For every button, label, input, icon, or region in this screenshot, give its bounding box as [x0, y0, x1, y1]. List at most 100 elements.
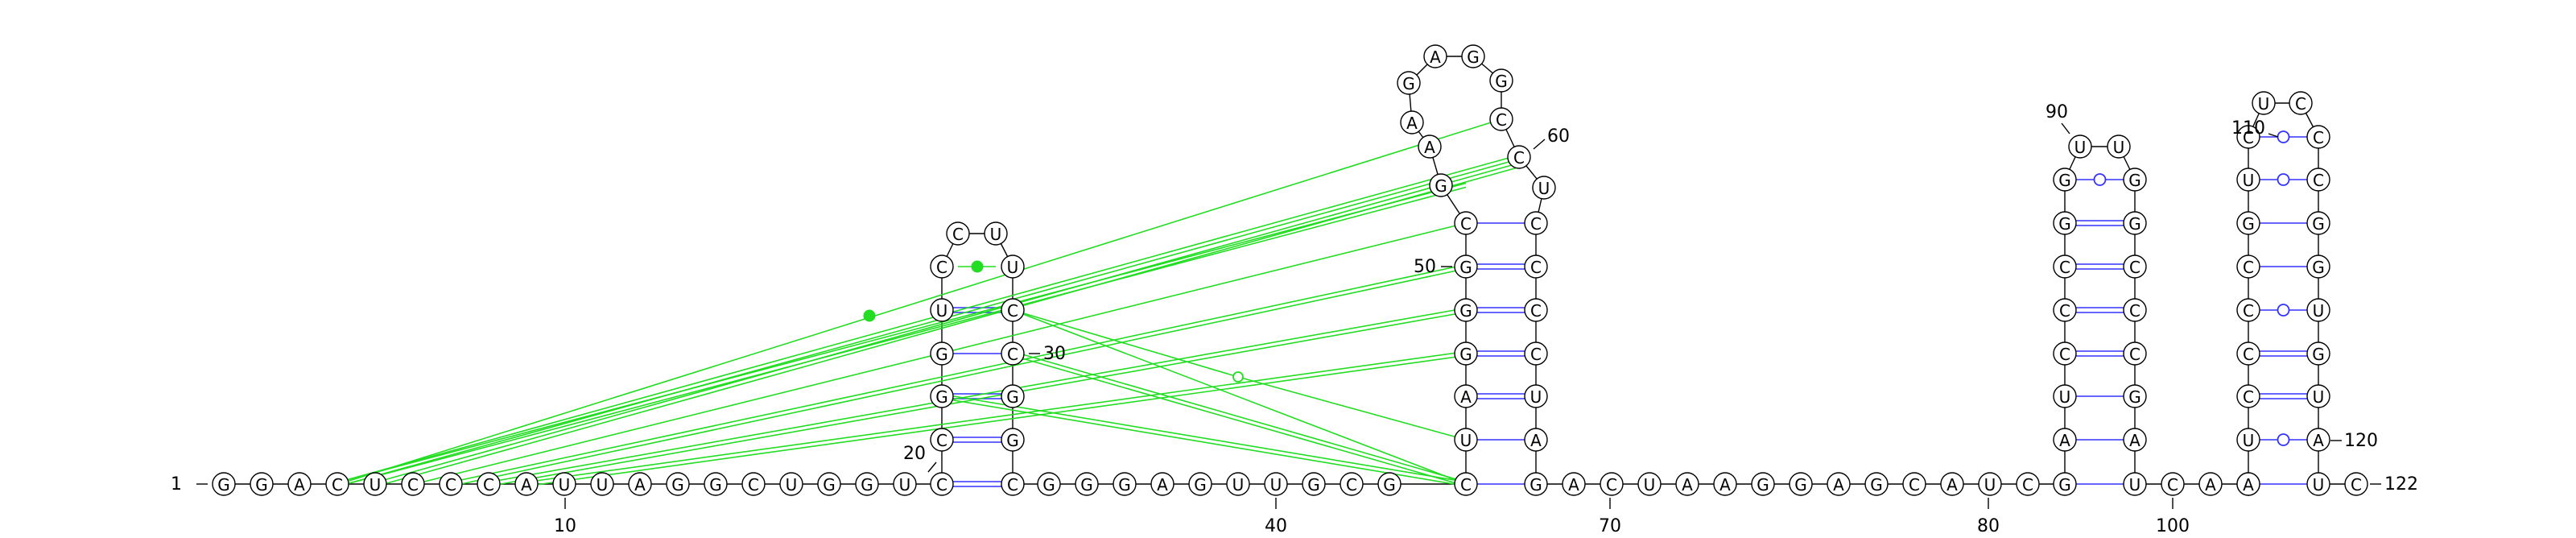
- svg-text:G: G: [1402, 74, 1415, 93]
- nucleotide-u: U: [1264, 472, 1288, 496]
- nucleotide-c: C: [2236, 125, 2260, 149]
- svg-text:C: C: [332, 475, 343, 495]
- tertiary-interaction-line: [941, 397, 1467, 487]
- svg-text:G: G: [217, 475, 230, 495]
- svg-text:C: C: [1007, 475, 1018, 495]
- nucleotide-a: A: [2053, 428, 2077, 452]
- wobble-pair-marker: [2093, 173, 2107, 186]
- tertiary-interaction-line: [489, 307, 1467, 483]
- nucleotide-g: G: [930, 384, 954, 408]
- svg-text:A: A: [1460, 387, 1472, 407]
- wobble-pair-marker: [2277, 433, 2290, 446]
- nucleotide-a: A: [1150, 472, 1174, 496]
- tertiary-interaction-line: [526, 354, 1467, 487]
- nucleotide-g: G: [1524, 472, 1548, 496]
- nucleotide-c: C: [2123, 255, 2147, 279]
- nucleotide-u: U: [1226, 472, 1250, 496]
- svg-text:G: G: [2058, 171, 2071, 190]
- nucleotide-c: C: [1001, 298, 1025, 322]
- svg-text:C: C: [2243, 258, 2254, 277]
- position-label-30: 30: [1043, 344, 1066, 364]
- nucleotide-g: G: [1429, 173, 1453, 197]
- svg-text:G: G: [935, 345, 948, 364]
- nucleotide-u: U: [1001, 255, 1025, 279]
- nucleotide-a: A: [2236, 472, 2260, 496]
- nucleotide-c: C: [2161, 472, 2185, 496]
- nucleotide-a: A: [1713, 472, 1737, 496]
- svg-text:G: G: [2128, 171, 2141, 190]
- nucleotide-c: C: [1524, 298, 1548, 322]
- nucleotide-g: G: [2053, 472, 2077, 496]
- nucleotide-u: U: [1978, 472, 2002, 496]
- svg-text:G: G: [671, 475, 684, 495]
- nucleotide-g: G: [1751, 472, 1775, 496]
- svg-text:C: C: [445, 475, 456, 495]
- nucleotide-g: G: [2053, 211, 2077, 235]
- nucleotide-c: C: [1454, 472, 1478, 496]
- nucleotide-u: U: [1532, 176, 1556, 200]
- svg-text:C: C: [1460, 475, 1472, 495]
- svg-text:C: C: [1530, 258, 1542, 277]
- nucleotide-u: U: [363, 472, 387, 496]
- nucleotide-g: G: [817, 472, 841, 496]
- nucleotide-u: U: [590, 472, 614, 496]
- nucleotide-c: C: [2306, 168, 2330, 192]
- tertiary-interaction-line: [1237, 376, 1467, 441]
- nucleotide-g: G: [855, 472, 879, 496]
- nucleotide-g: G: [1489, 68, 1513, 93]
- nucleotide-a: A: [1827, 472, 1851, 496]
- svg-text:U: U: [1538, 179, 1550, 198]
- nucleotide-g: G: [1075, 472, 1099, 496]
- tertiary-interaction-line: [1012, 354, 1467, 487]
- svg-text:A: A: [2243, 475, 2254, 495]
- svg-text:C: C: [2059, 258, 2070, 277]
- tertiary-interaction-line: [489, 311, 1467, 487]
- svg-text:U: U: [1270, 475, 1282, 495]
- nucleotide-g: G: [1302, 472, 1326, 496]
- tertiary-interaction-line: [526, 350, 1467, 483]
- svg-text:C: C: [2243, 128, 2254, 147]
- nucleotide-c: C: [401, 472, 425, 496]
- nucleotide-u: U: [2306, 472, 2330, 496]
- svg-text:U: U: [899, 475, 911, 495]
- position-label-100: 100: [2156, 516, 2190, 536]
- nucleotide-u: U: [2306, 384, 2330, 408]
- position-label-50: 50: [1414, 257, 1436, 277]
- svg-text:C: C: [2129, 301, 2140, 321]
- svg-text:A: A: [1946, 475, 1958, 495]
- tertiary-interaction-line: [451, 263, 1467, 483]
- nucleotide-g: G: [1454, 298, 1478, 322]
- svg-text:G: G: [1459, 345, 1472, 364]
- svg-text:G: G: [1530, 475, 1542, 495]
- svg-text:C: C: [2313, 128, 2324, 147]
- nucleotide-c: C: [2344, 472, 2368, 496]
- svg-text:U: U: [2243, 171, 2255, 190]
- svg-text:G: G: [1118, 475, 1131, 495]
- nucleotide-g: G: [666, 472, 690, 496]
- nucleotide-c: C: [2236, 255, 2260, 279]
- svg-text:G: G: [1080, 475, 1093, 495]
- nucleotide-c: C: [2236, 384, 2260, 408]
- wobble-pair-marker: [2277, 130, 2290, 143]
- nucleotide-g: G: [2053, 168, 2077, 192]
- nucleotide-c: C: [1340, 472, 1364, 496]
- svg-text:G: G: [2312, 345, 2325, 364]
- svg-text:G: G: [2242, 214, 2255, 234]
- nucleotide-a: A: [2306, 428, 2330, 452]
- nucleotide-c: C: [2289, 91, 2313, 115]
- nucleotide-c: C: [1001, 472, 1025, 496]
- svg-text:G: G: [1459, 258, 1472, 277]
- nucleotide-c: C: [1524, 255, 1548, 279]
- nucleotide-c: C: [2123, 298, 2147, 322]
- tertiary-interaction-line: [338, 158, 1520, 487]
- nucleotide-c: C: [2053, 298, 2077, 322]
- svg-text:A: A: [1406, 114, 1418, 133]
- svg-text:U: U: [1460, 431, 1472, 450]
- svg-text:U: U: [2313, 387, 2325, 407]
- nucleotide-g: G: [1864, 472, 1889, 496]
- svg-text:C: C: [936, 475, 947, 495]
- nucleotide-c: C: [1454, 211, 1478, 235]
- svg-text:C: C: [952, 225, 964, 244]
